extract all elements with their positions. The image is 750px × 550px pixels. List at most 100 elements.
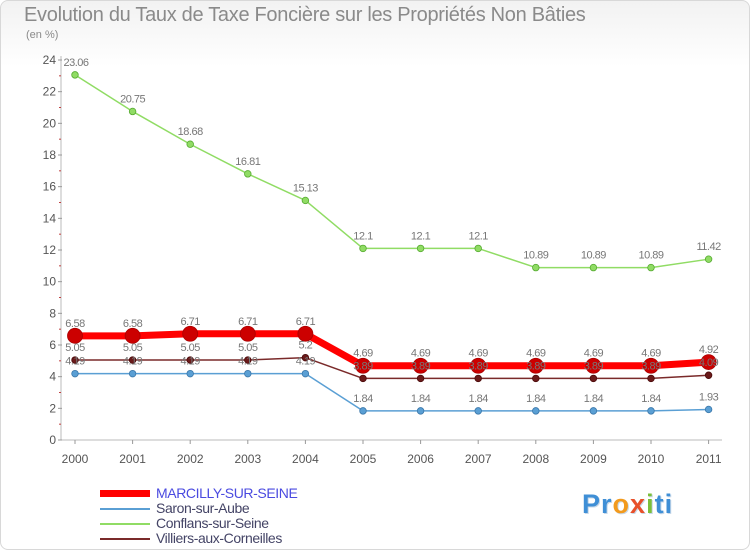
data-point	[182, 325, 199, 342]
y-tick-label: 18	[43, 148, 57, 162]
proxiti-logo: Proxiti	[582, 489, 674, 519]
data-point	[355, 357, 371, 374]
data-point	[527, 357, 544, 374]
data-point	[532, 374, 540, 383]
data-point	[589, 374, 598, 383]
data-point	[647, 263, 655, 272]
y-tick-label: 24	[43, 53, 57, 67]
y-tick-label: 0	[49, 433, 56, 447]
data-label: 16.81	[235, 156, 260, 168]
series-line-1	[75, 372, 709, 412]
y-tick-label: 16	[43, 180, 57, 194]
data-point	[359, 244, 367, 253]
data-point	[359, 374, 367, 383]
data-label: 4.69	[468, 348, 488, 360]
data-point	[704, 255, 713, 263]
data-point	[359, 407, 367, 415]
data-label: 5.2	[299, 340, 313, 352]
data-label: 4.69	[411, 348, 431, 360]
data-point	[470, 357, 487, 374]
data-label: 11.42	[696, 241, 721, 253]
data-point	[71, 369, 79, 378]
data-label: 3.89	[411, 360, 431, 372]
data-label: 1.84	[526, 393, 546, 405]
data-label: 5.05	[238, 342, 258, 354]
legend-swatch	[100, 490, 150, 497]
legend-swatch	[100, 523, 150, 525]
data-label: 6.58	[65, 318, 85, 330]
data-point	[474, 374, 482, 383]
y-tick-label: 22	[43, 85, 57, 99]
data-label: 18.68	[178, 126, 203, 138]
data-point	[474, 244, 482, 253]
data-label: 23.06	[63, 57, 88, 69]
x-tick-label: 2010	[638, 452, 665, 466]
data-point	[244, 369, 252, 378]
data-label: 10.89	[581, 250, 606, 262]
data-point	[128, 356, 137, 364]
legend-label: Conflans-sur-Seine	[156, 515, 269, 531]
x-tick-label: 2004	[292, 452, 319, 466]
data-label: 4.19	[65, 356, 85, 368]
data-point	[124, 327, 141, 344]
data-point	[244, 170, 252, 178]
data-point	[700, 354, 717, 371]
y-tick-label: 20	[43, 116, 57, 130]
data-point	[186, 369, 194, 378]
data-label: 6.71	[238, 316, 258, 328]
y-tick-label: 4	[49, 370, 56, 384]
series-line-0	[75, 330, 709, 370]
data-label: 1.84	[468, 393, 488, 405]
data-point	[474, 407, 482, 415]
data-label: 4.19	[123, 356, 143, 368]
data-point	[128, 107, 137, 116]
data-point	[412, 357, 429, 374]
data-label: 6.71	[180, 316, 200, 328]
chart-title: Evolution du Taux de Taxe Foncière sur l…	[24, 4, 586, 26]
data-label: 3.89	[468, 360, 488, 372]
y-tick-label: 8	[49, 306, 56, 320]
data-label: 4.69	[584, 348, 604, 360]
y-tick-label: 6	[49, 338, 56, 352]
data-label: 6.71	[296, 316, 316, 328]
data-point	[647, 374, 655, 383]
data-label: 5.05	[123, 342, 143, 354]
data-label: 4.92	[699, 344, 719, 356]
x-tick-label: 2009	[580, 452, 607, 466]
data-label: 6.58	[123, 318, 143, 330]
data-label: 4.19	[296, 356, 316, 368]
legend-swatch	[100, 508, 150, 510]
data-point	[301, 353, 310, 362]
data-point	[67, 327, 83, 344]
data-point	[643, 357, 659, 374]
data-point	[532, 407, 540, 415]
data-label: 3.89	[353, 360, 373, 372]
y-tick-label: 12	[43, 243, 57, 257]
x-tick-label: 2007	[465, 452, 492, 466]
data-label: 3.89	[526, 360, 546, 372]
data-point	[301, 369, 310, 378]
data-label: 1.84	[641, 393, 661, 405]
data-point	[704, 405, 713, 414]
data-label: 12.1	[468, 230, 488, 242]
data-point	[416, 374, 425, 383]
y-tick-label: 2	[49, 401, 56, 415]
data-label: 10.89	[523, 250, 548, 262]
data-label: 12.1	[353, 230, 373, 242]
data-point	[297, 325, 314, 342]
x-tick-label: 2000	[62, 452, 89, 466]
x-tick-label: 2001	[119, 452, 146, 466]
y-tick-label: 10	[43, 275, 57, 289]
data-point	[416, 407, 425, 415]
data-label: 5.05	[65, 342, 85, 354]
data-label: 4.69	[641, 348, 661, 360]
data-label: 4.09	[699, 357, 719, 369]
legend-label: Villiers-aux-Corneilles	[156, 530, 282, 546]
data-label: 4.19	[180, 356, 200, 368]
data-label: 4.69	[526, 348, 546, 360]
legend-swatch	[100, 538, 150, 540]
x-tick-label: 2008	[522, 452, 549, 466]
data-point	[589, 407, 598, 415]
data-label: 10.89	[638, 250, 663, 262]
